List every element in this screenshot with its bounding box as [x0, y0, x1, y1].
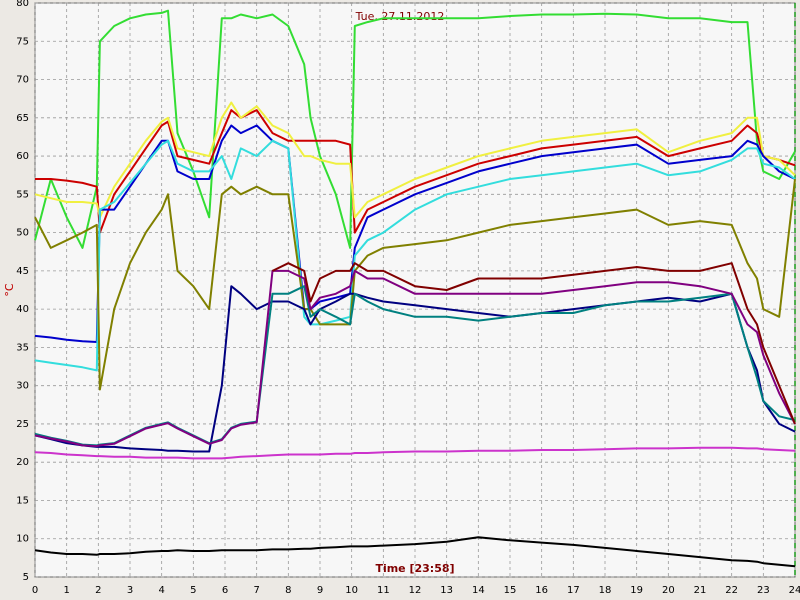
x-tick-label: 0: [32, 585, 38, 596]
x-tick-label: 10: [345, 585, 358, 596]
x-tick-label: 14: [472, 585, 485, 596]
data-line: [34, 536, 796, 568]
data-line: [34, 101, 796, 219]
y-tick-label: 45: [16, 266, 29, 277]
y-tick-label: 75: [16, 36, 29, 47]
y-tick-label: 10: [16, 534, 29, 545]
x-tick-label: 15: [504, 585, 517, 596]
y-tick-label: 40: [16, 304, 29, 315]
x-tick-label: 7: [253, 585, 259, 596]
x-tick-label: 5: [190, 585, 196, 596]
x-tick-label: 11: [377, 585, 390, 596]
x-tick-label: 17: [567, 585, 580, 596]
y-tick-label: 80: [16, 0, 29, 9]
x-tick-label: 19: [630, 585, 643, 596]
x-tick-label: 21: [694, 585, 707, 596]
x-tick-label: 24: [789, 585, 800, 596]
y-axis-label: °C: [3, 283, 16, 297]
data-line: [34, 446, 796, 460]
y-tick-label: 15: [16, 495, 29, 506]
y-tick-label: 20: [16, 457, 29, 468]
y-tick-label: 25: [16, 419, 29, 430]
y-tick-label: 55: [16, 189, 29, 200]
data-line: [34, 139, 796, 372]
y-tick-label: 50: [16, 228, 29, 239]
y-tick-label: 35: [16, 342, 29, 353]
x-tick-label: 13: [440, 585, 453, 596]
x-tick-label: 23: [757, 585, 770, 596]
data-line: [34, 269, 796, 448]
y-tick-label: 65: [16, 113, 29, 124]
x-tick-label: 18: [599, 585, 612, 596]
plot-area: [34, 2, 796, 578]
x-tick-label: 3: [127, 585, 133, 596]
y-tick-label: 70: [16, 75, 29, 86]
data-line: [35, 109, 796, 234]
x-tick-label: 9: [317, 585, 323, 596]
x-tick-label: 4: [158, 585, 164, 596]
x-tick-label: 22: [725, 585, 738, 596]
data-line: [34, 285, 796, 453]
x-tick-label: 12: [409, 585, 422, 596]
x-tick-label: 2: [95, 585, 101, 596]
x-tick-label: 6: [222, 585, 228, 596]
x-tick-label: 20: [662, 585, 675, 596]
y-tick-label: 5: [23, 572, 29, 583]
x-tick-label: 1: [63, 585, 69, 596]
y-tick-label: 60: [16, 151, 29, 162]
data-line: [34, 9, 796, 249]
data-line: [272, 262, 796, 425]
x-tick-label: 16: [535, 585, 548, 596]
data-line: [34, 124, 796, 343]
y-tick-label: 30: [16, 381, 29, 392]
x-tick-label: 8: [285, 585, 291, 596]
